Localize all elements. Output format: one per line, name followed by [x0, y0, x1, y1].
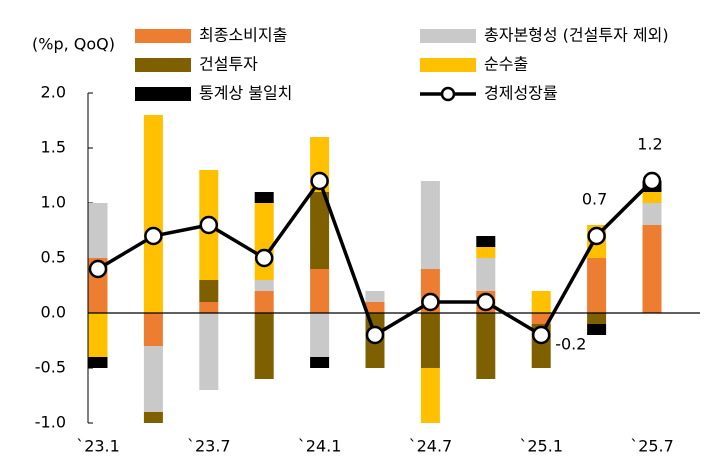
- x-tick-label: `23.7: [187, 437, 231, 456]
- bar-segment: [143, 313, 163, 346]
- bar-segment: [310, 269, 330, 313]
- x-tick-label: `23.1: [76, 437, 120, 456]
- y-tick-label: 1.0: [41, 193, 66, 212]
- x-tick-label: `25.1: [519, 437, 563, 456]
- legend-swatch: [420, 58, 476, 72]
- y-tick-label: 2.0: [41, 83, 66, 102]
- x-tick-label: `25.7: [630, 437, 674, 456]
- x-tick-label: `24.1: [298, 437, 342, 456]
- growth-marker: [199, 215, 219, 235]
- bar-segment: [476, 247, 496, 258]
- bar-segment: [310, 192, 330, 269]
- legend-swatch: [135, 87, 191, 101]
- bar-segment: [587, 258, 607, 313]
- growth-marker: [476, 292, 496, 312]
- bar-segment: [143, 412, 163, 423]
- bar-segment: [254, 280, 274, 291]
- bar-segment: [420, 181, 440, 269]
- y-tick-label: 0.0: [41, 303, 66, 322]
- bar-segment: [531, 313, 551, 324]
- legend-swatch: [135, 29, 191, 43]
- growth-marker: [88, 259, 108, 279]
- bar-segment: [143, 115, 163, 313]
- bar-segment: [254, 291, 274, 313]
- growth-marker: [144, 226, 163, 246]
- bar-segment: [254, 313, 274, 379]
- y-tick-label: -0.5: [35, 358, 66, 377]
- growth-marker: [365, 325, 385, 345]
- data-label: 1.2: [637, 135, 662, 154]
- bar-segment: [365, 302, 385, 313]
- growth-marker: [642, 171, 662, 191]
- growth-marker: [531, 325, 551, 345]
- bar-segment: [143, 346, 163, 412]
- x-tick-label: `24.7: [409, 437, 453, 456]
- bar-segment: [420, 313, 440, 368]
- bar-segment: [88, 203, 108, 258]
- bar-segment: [531, 291, 551, 313]
- growth-marker: [254, 248, 274, 268]
- legend-swatch: [420, 29, 476, 43]
- bar-segment: [587, 313, 607, 324]
- data-label: 0.7: [582, 190, 607, 209]
- y-tick-label: -1.0: [35, 413, 66, 432]
- bar-segment: [642, 225, 662, 313]
- bar-segment: [88, 313, 108, 357]
- bar-segment: [642, 203, 662, 225]
- y-tick-label: 1.5: [41, 138, 66, 157]
- y-tick-label: 0.5: [41, 248, 66, 267]
- bar-segment: [476, 236, 496, 247]
- bar-segment: [587, 324, 607, 335]
- data-label: -0.2: [555, 335, 586, 354]
- growth-marker: [421, 292, 440, 312]
- bar-segment: [365, 291, 385, 302]
- bar-segment: [476, 258, 496, 291]
- legend-swatch: [135, 58, 191, 72]
- growth-marker: [587, 226, 606, 246]
- legend-label: 건설투자: [199, 55, 258, 74]
- legend-label: 총자본형성 (건설투자 제외): [484, 26, 669, 45]
- legend-label: 경제성장률: [484, 84, 558, 103]
- y-axis-label: (%p, QoQ): [32, 35, 115, 54]
- growth-marker: [310, 171, 329, 191]
- legend-marker: [440, 86, 456, 102]
- bar-segment: [199, 313, 219, 390]
- bar-segment: [199, 280, 219, 302]
- bar-segment: [476, 313, 496, 379]
- bar-segment: [310, 357, 330, 368]
- bar-segment: [420, 368, 440, 423]
- legend-label: 최종소비지출: [199, 26, 287, 45]
- bar-segment: [88, 357, 108, 368]
- bar-segment: [199, 302, 219, 313]
- bar-segment: [310, 313, 330, 357]
- bar-segment: [642, 192, 662, 203]
- bar-segment: [254, 203, 274, 280]
- legend-label: 순수출: [484, 55, 528, 74]
- bar-segment: [254, 192, 274, 203]
- legend-label: 통계상 불일치: [199, 84, 292, 103]
